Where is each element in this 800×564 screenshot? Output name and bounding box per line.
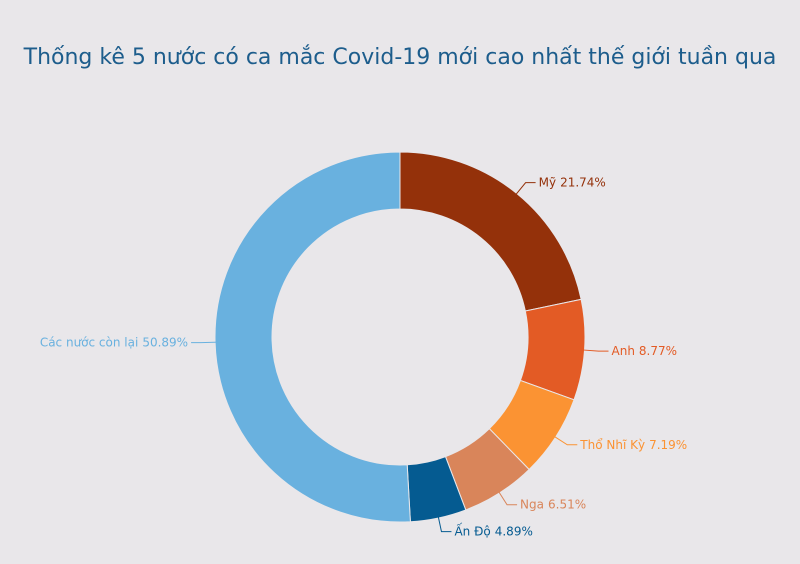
slice-name: Mỹ bbox=[539, 175, 556, 189]
leader-line bbox=[551, 434, 578, 446]
slice-name: Nga bbox=[520, 497, 544, 511]
leader-line bbox=[513, 182, 536, 197]
slice-name: Thổ Nhĩ Kỳ bbox=[579, 437, 645, 451]
slice-value: 6.51% bbox=[548, 497, 586, 511]
slice-label: Thổ Nhĩ Kỳ 7.19% bbox=[579, 437, 687, 451]
slice-label: Các nước còn lại 50.89% bbox=[40, 335, 188, 349]
slice-value: 21.74% bbox=[560, 175, 606, 189]
slice-value: 7.19% bbox=[649, 437, 687, 451]
slice-name: Anh bbox=[612, 344, 635, 358]
chart-title: Thống kê 5 nước có ca mắc Covid-19 mới c… bbox=[23, 45, 777, 70]
slice-value: 50.89% bbox=[142, 335, 188, 349]
leader-line bbox=[437, 513, 452, 533]
slice bbox=[214, 151, 411, 523]
slice-label: Ấn Độ 4.89% bbox=[454, 522, 532, 538]
slice-value: 4.89% bbox=[495, 524, 533, 538]
leader-line bbox=[191, 341, 220, 344]
slice-value: 8.77% bbox=[639, 344, 677, 358]
slice-label: Anh 8.77% bbox=[612, 344, 678, 358]
slice-name: Các nước còn lại bbox=[40, 335, 139, 349]
slice-name: Ấn Độ bbox=[454, 522, 490, 538]
leader-line bbox=[496, 489, 518, 506]
leader-line bbox=[580, 349, 609, 352]
slice-label: Mỹ 21.74% bbox=[539, 175, 606, 189]
slice-label: Nga 6.51% bbox=[520, 497, 586, 511]
